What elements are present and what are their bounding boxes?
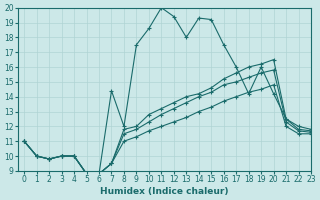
X-axis label: Humidex (Indice chaleur): Humidex (Indice chaleur) (100, 187, 229, 196)
